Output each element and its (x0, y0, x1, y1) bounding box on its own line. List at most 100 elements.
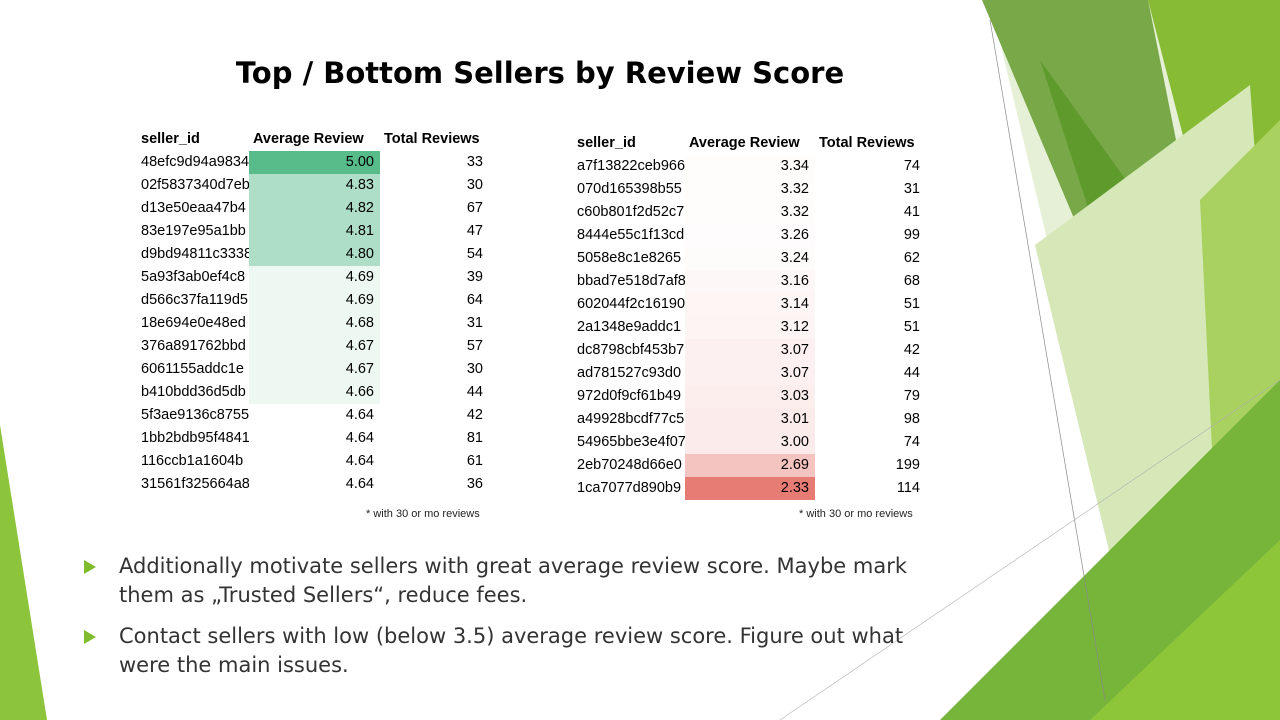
table-row: 6061155addc1e 4.67 30 (141, 358, 483, 381)
table-row: 18e694e0e48ed 4.68 31 (141, 312, 483, 335)
bullet-text: Additionally motivate sellers with great… (119, 554, 907, 607)
total-reviews-cell: 99 (903, 227, 920, 243)
average-review-cell: 4.67 (249, 358, 380, 381)
total-reviews-cell: 47 (466, 223, 483, 239)
total-reviews-cell: 33 (466, 154, 483, 170)
average-review-cell: 3.00 (685, 431, 815, 454)
total-reviews-cell: 114 (896, 480, 920, 496)
seller-id-cell: b410bdd36d5db (141, 384, 246, 400)
table-row: 8444e55c1f13cd 3.26 99 (577, 224, 920, 247)
total-reviews-cell: 51 (903, 296, 920, 312)
total-reviews-cell: 199 (895, 457, 920, 473)
average-review-cell: 4.68 (249, 312, 380, 335)
seller-id-cell: 83e197e95a1bb (141, 223, 246, 239)
seller-id-cell: 2a1348e9addc1 (577, 319, 682, 335)
table-row: 116ccb1a1604b 4.64 61 (141, 450, 483, 473)
table-row: 83e197e95a1bb 4.81 47 (141, 220, 483, 243)
total-reviews-cell: 79 (903, 388, 920, 404)
seller-id-cell: 070d165398b55 (577, 181, 682, 197)
seller-id-cell: bbad7e518d7af8 (577, 273, 685, 289)
seller-id-cell: 5058e8c1e8265 (577, 250, 682, 266)
total-reviews-cell: 44 (466, 384, 483, 400)
average-review-cell: 4.64 (249, 450, 380, 473)
average-review-cell: 2.33 (685, 477, 815, 500)
table-row: 54965bbe3e4f07 3.00 74 (577, 431, 920, 454)
average-review-cell: 3.16 (685, 270, 815, 293)
average-review-cell: 3.07 (685, 339, 815, 362)
bullet-item: Additionally motivate sellers with great… (84, 552, 944, 610)
bottom-table-footnote: * with 30 or mo reviews (799, 508, 913, 520)
average-review-cell: 4.82 (249, 197, 380, 220)
table-row: 5a93f3ab0ef4c8 4.69 39 (141, 266, 483, 289)
header-total-reviews: Total Reviews (384, 131, 480, 147)
seller-id-cell: a7f13822ceb966 (577, 158, 685, 174)
table-row: 5058e8c1e8265 3.24 62 (577, 247, 920, 270)
bullet-item: Contact sellers with low (below 3.5) ave… (84, 622, 944, 680)
table-row: 070d165398b55 3.32 31 (577, 178, 920, 201)
average-review-cell: 3.14 (685, 293, 815, 316)
seller-id-cell: c60b801f2d52c7 (577, 204, 685, 220)
table-row: 972d0f9cf61b49 3.03 79 (577, 385, 920, 408)
average-review-cell: 4.69 (249, 266, 380, 289)
average-review-cell: 5.00 (249, 151, 380, 174)
average-review-cell: 3.07 (685, 362, 815, 385)
table-row: bbad7e518d7af8 3.16 68 (577, 270, 920, 293)
table-row: 1bb2bdb95f4841 4.64 81 (141, 427, 483, 450)
total-reviews-cell: 31 (466, 315, 483, 331)
average-review-cell: 2.69 (685, 454, 815, 477)
average-review-cell: 3.24 (685, 247, 815, 270)
total-reviews-cell: 31 (903, 181, 920, 197)
bottom-sellers-table: seller_id Average Review Total Reviews a… (577, 132, 920, 500)
table-row: 2a1348e9addc1 3.12 51 (577, 316, 920, 339)
bullet-arrow-icon (84, 630, 96, 644)
average-review-cell: 4.64 (249, 404, 380, 427)
bullet-text: Contact sellers with low (below 3.5) ave… (119, 624, 904, 677)
average-review-cell: 3.26 (685, 224, 815, 247)
table-row: a49928bcdf77c5 3.01 98 (577, 408, 920, 431)
total-reviews-cell: 61 (466, 453, 483, 469)
seller-id-cell: 116ccb1a1604b (141, 453, 244, 469)
slide-title: Top / Bottom Sellers by Review Score (235, 56, 845, 90)
header-average-review: Average Review (689, 135, 800, 151)
seller-id-cell: 376a891762bbd (141, 338, 246, 354)
seller-id-cell: 48efc9d94a9834 (141, 154, 249, 170)
seller-id-cell: 02f5837340d7eb (141, 177, 249, 193)
seller-id-cell: 1bb2bdb95f4841 (141, 430, 249, 446)
average-review-cell: 4.66 (249, 381, 380, 404)
header-seller-id: seller_id (141, 131, 200, 147)
seller-id-cell: 5f3ae9136c8755 (141, 407, 249, 423)
total-reviews-cell: 54 (466, 246, 483, 262)
total-reviews-cell: 30 (466, 177, 483, 193)
seller-id-cell: 2eb70248d66e0 (577, 457, 682, 473)
thin-line-b (779, 379, 1280, 720)
seller-id-cell: 1ca7077d890b9 (577, 480, 682, 496)
seller-id-cell: 6061155addc1e (141, 361, 244, 377)
average-review-cell: 4.69 (249, 289, 380, 312)
table-row: d9bd94811c3338 4.80 54 (141, 243, 483, 266)
seller-id-cell: dc8798cbf453b7 (577, 342, 685, 358)
table-header-row: seller_id Average Review Total Reviews (577, 132, 920, 155)
total-reviews-cell: 74 (903, 158, 920, 174)
table-row: a7f13822ceb966 3.34 74 (577, 155, 920, 178)
average-review-cell: 4.67 (249, 335, 380, 358)
total-reviews-cell: 42 (903, 342, 920, 358)
total-reviews-cell: 41 (903, 204, 920, 220)
header-average-review: Average Review (253, 131, 364, 147)
top-sellers-table: seller_id Average Review Total Reviews 4… (141, 128, 483, 496)
average-review-cell: 3.32 (685, 201, 815, 224)
bullet-arrow-icon (84, 560, 96, 574)
total-reviews-cell: 68 (903, 273, 920, 289)
seller-id-cell: d13e50eaa47b4 (141, 200, 246, 216)
average-review-cell: 3.03 (685, 385, 815, 408)
average-review-cell: 3.34 (685, 155, 815, 178)
top-table-footnote: * with 30 or mo reviews (366, 508, 480, 520)
table-row: c60b801f2d52c7 3.32 41 (577, 201, 920, 224)
total-reviews-cell: 44 (903, 365, 920, 381)
table-row: ad781527c93d0 3.07 44 (577, 362, 920, 385)
table-row: 376a891762bbd 4.67 57 (141, 335, 483, 358)
table-row: 2eb70248d66e0 2.69 199 (577, 454, 920, 477)
seller-id-cell: ad781527c93d0 (577, 365, 682, 381)
average-review-cell: 4.83 (249, 174, 380, 197)
total-reviews-cell: 64 (466, 292, 483, 308)
average-review-cell: 3.12 (685, 316, 815, 339)
